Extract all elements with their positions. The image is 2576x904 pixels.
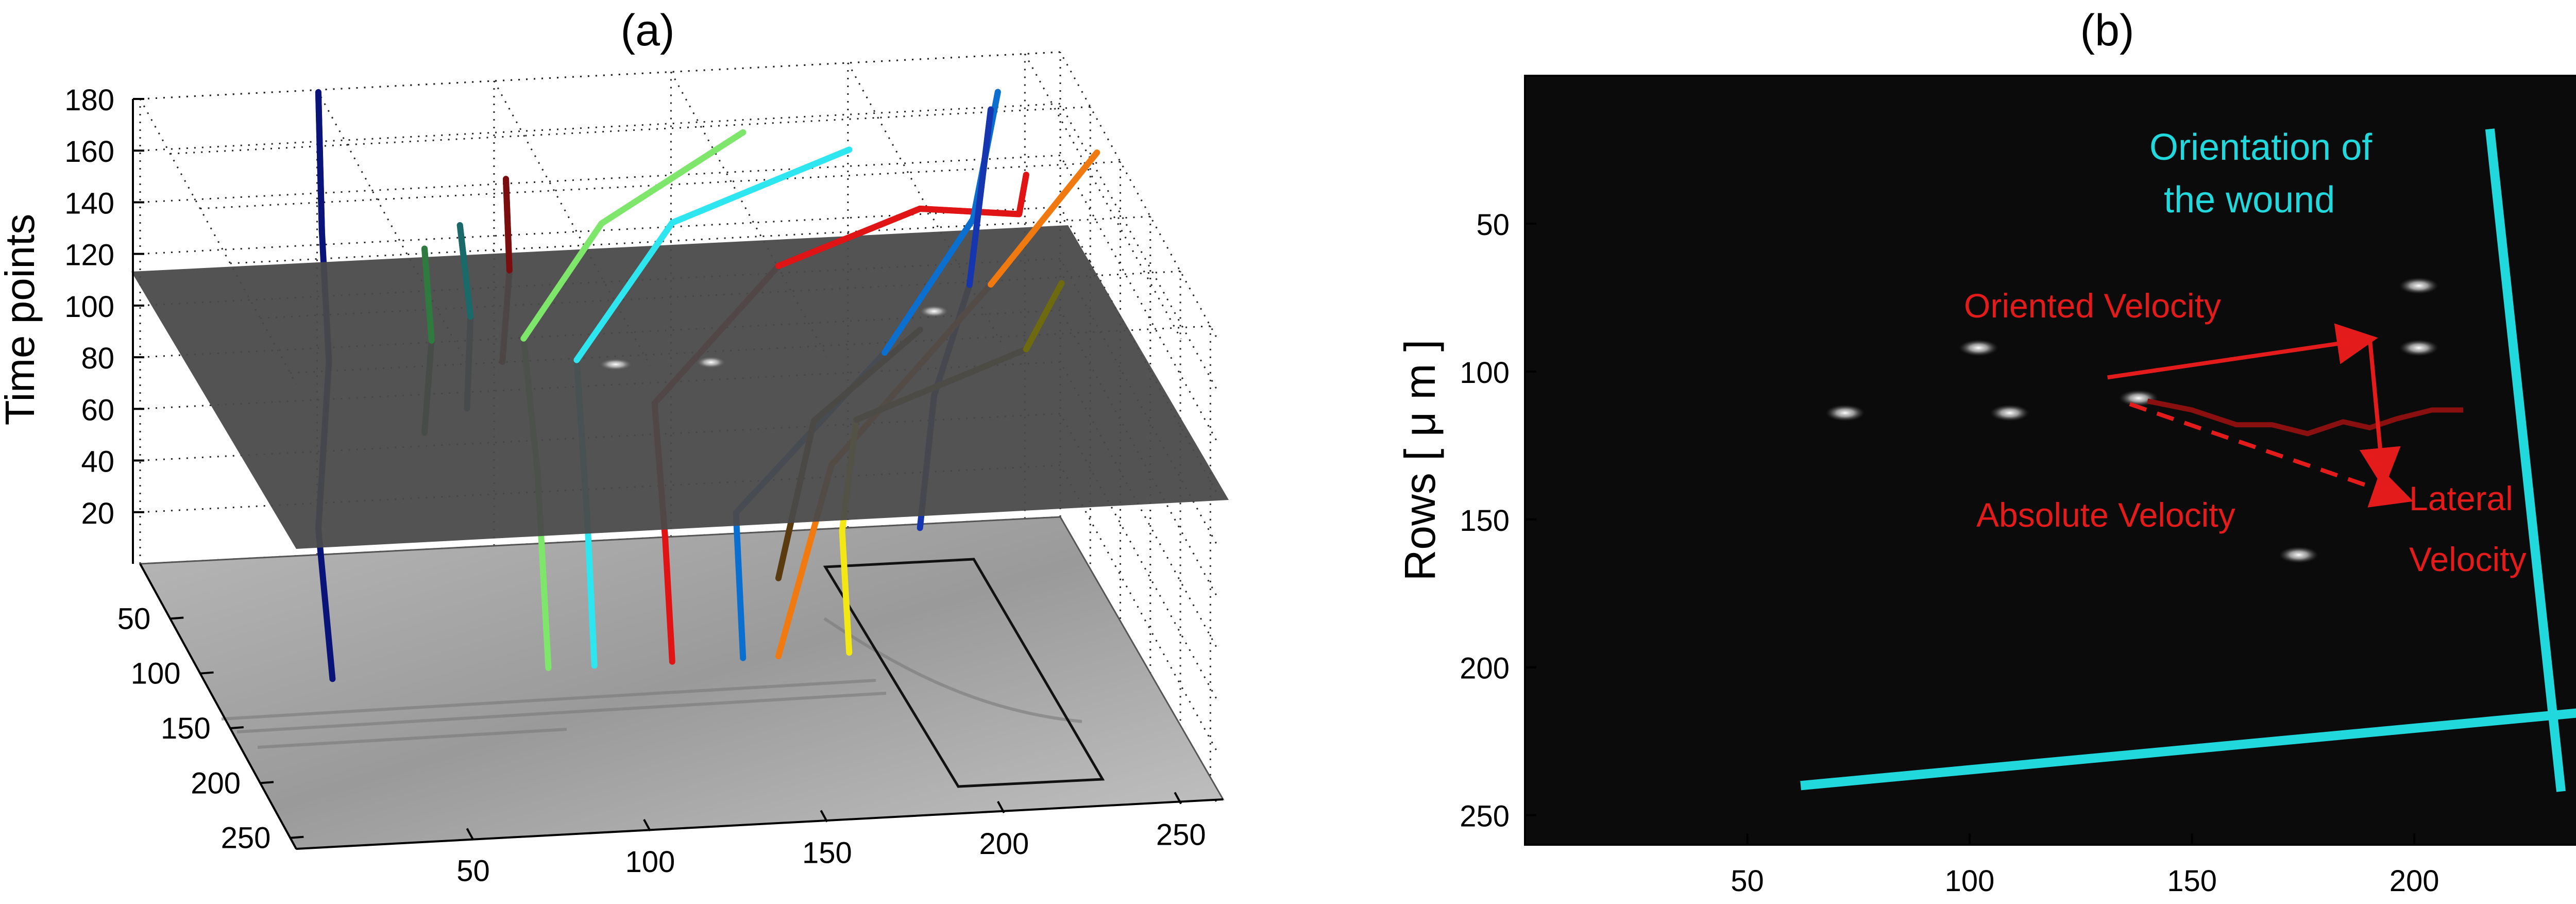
a-track-upper-0 [315,89,325,235]
a-track-upper-6 [775,172,1029,270]
a-track-upper-5 [502,176,513,274]
a-track-upper-10 [988,149,1100,288]
a-y-axis [139,563,297,849]
a-x-tick-mark [643,819,651,831]
b-vector-oriented [2107,323,2378,380]
a-x-tick-mark [997,801,1005,813]
a-roi-rectangle [823,558,1105,788]
b-y-axis-title: Rows [ μ m ] [1396,340,1444,581]
a-x-tick-label: 100 [625,845,675,879]
b-annotation-absolute: Absolute Velocity [1976,496,2235,534]
a-track-upper-1 [520,129,747,342]
b-cell-blob [1990,405,2029,422]
a-y-tick-label: 250 [221,822,271,855]
a-grid-line [170,106,1091,155]
b-y-ticks: 50 100 150 200 250 [1460,208,1536,833]
b-x-tick-label: 100 [1945,864,1995,898]
a-time-plane [131,225,1229,549]
b-annotation-oriented: Oriented Velocity [1964,287,2221,325]
b-y-tick-label: 200 [1460,652,1510,685]
b-annotation-lateral-line2: Velocity [2409,540,2526,578]
a-y-tick-label: 100 [131,657,181,691]
b-cell-blob [2399,277,2438,294]
a-z-tick-label: 160 [64,135,114,169]
a-track-upper-2 [421,245,435,344]
a-grid-line [140,51,1061,100]
b-wound-line [2485,128,2566,792]
a-z-tick-label: 40 [81,445,114,479]
b-cell-track [2147,398,2464,437]
panel-a: (a) 20 40 60 80 100 120 140 160 180 Time points [0,6,1229,888]
b-x-tick-label: 50 [1731,864,1764,898]
a-track-upper-12 [1023,280,1065,353]
b-y-tick-label: 50 [1476,208,1510,242]
panel-b: (b) Orientation of the wound Oriented Ve… [1396,6,2576,898]
b-annotation-lateral-line1: Lateral [2409,479,2513,517]
b-blobs [1825,277,2438,563]
b-track [2147,398,2464,437]
b-x-tick-label: 200 [2389,864,2439,898]
a-x-tick-label: 50 [456,855,490,888]
b-y-tick-label: 250 [1460,800,1510,833]
a-track-upper-3 [456,222,474,320]
b-y-tick-label: 150 [1460,504,1510,538]
a-z-tick-label: 60 [81,393,114,427]
a-y-tick-mark [170,616,184,620]
b-vectors [2107,323,2414,508]
a-tracks-top [315,89,1100,363]
a-y-tick-label: 200 [191,766,241,800]
a-x-tick-mark [820,810,828,823]
b-cell-blob [2279,546,2318,563]
a-track-upper-8 [966,106,994,288]
a-x-tick-label: 150 [802,836,852,870]
a-grid-line [1024,53,1182,340]
a-z-tick-label: 100 [64,290,114,324]
a-y-tick-mark [290,835,304,839]
a-y-tick-mark [230,726,244,730]
a-z-tick-label: 180 [64,83,114,117]
b-y-tick-label: 100 [1460,356,1510,390]
b-cell-blob [1959,339,1998,356]
a-floor-image [139,516,1225,850]
b-cell-blob [1825,405,1865,422]
a-x-tick-label: 200 [979,827,1029,861]
a-z-tick-label: 80 [81,342,114,375]
a-z-tick-label: 120 [64,239,114,272]
b-wound-line [1800,708,2576,791]
b-annotation-orientation-line1: Orientation of [2149,127,2372,168]
a-z-tick-label: 20 [81,497,114,530]
a-x-axis [296,798,1224,850]
a-y-tick-mark [200,671,214,675]
a-y-tick-label: 150 [161,712,211,745]
b-vector-absolute [2129,402,2414,508]
b-x-tick-label: 150 [2167,864,2217,898]
a-x-tick-mark [466,828,474,841]
a-track-upper-4 [573,146,853,363]
b-annotation-orientation-line2: the wound [2164,179,2335,221]
b-cell-blob [2399,339,2438,356]
a-x-ticks: 50 100 150 200 250 [456,792,1206,888]
a-y-ticks: 50 100 150 200 250 [117,602,304,855]
a-z-ticks: 20 40 60 80 100 120 140 160 180 [64,83,144,530]
panel-a-label: (a) [620,6,674,55]
b-wound-lines [1800,128,2576,792]
panel-b-label: (b) [2080,6,2134,55]
a-plane-blobs [598,305,950,371]
b-vector-lateral [2359,339,2401,490]
a-x-tick-mark [1174,792,1182,805]
a-floor-texture [221,617,1082,749]
a-z-axis-title: Time points [0,214,43,426]
a-y-tick-label: 50 [117,602,151,635]
a-y-tick-mark [260,781,274,784]
b-image-area [1524,75,2576,846]
a-x-tick-label: 250 [1156,818,1206,852]
a-z-tick-label: 140 [64,187,114,220]
